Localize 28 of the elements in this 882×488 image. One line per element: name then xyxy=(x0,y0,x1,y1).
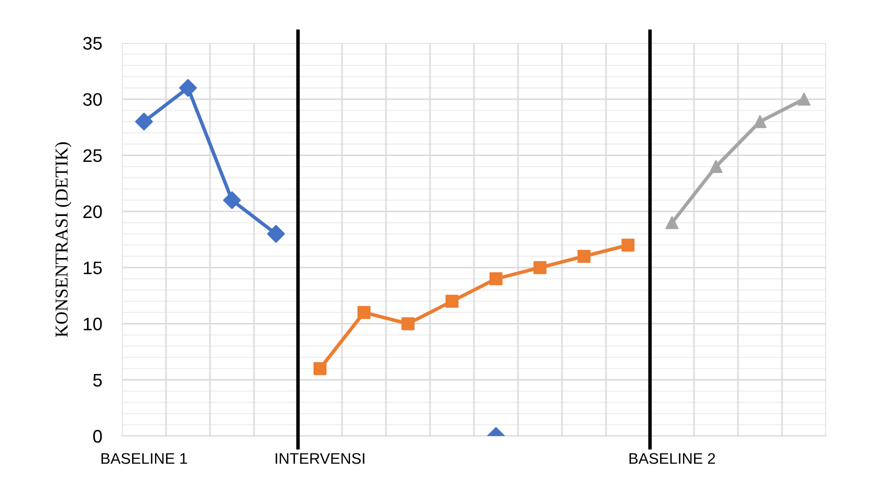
y-tick-label: 20 xyxy=(83,205,102,218)
point xyxy=(357,306,371,319)
point xyxy=(665,216,679,230)
point xyxy=(401,317,415,330)
y-tick-label: 5 xyxy=(93,374,102,387)
y-tick-label: 0 xyxy=(93,430,102,443)
point xyxy=(179,79,197,97)
point xyxy=(753,115,767,128)
point xyxy=(621,238,635,252)
x-tick-label: BASELINE 1 xyxy=(102,453,187,464)
point xyxy=(223,191,241,210)
point xyxy=(135,112,153,131)
y-tick-label: 30 xyxy=(83,93,102,106)
x-tick-label: BASELINE 2 xyxy=(630,453,715,464)
x-tick-label: INTERVENSI xyxy=(276,453,364,464)
point xyxy=(313,362,327,376)
point xyxy=(797,92,811,106)
point xyxy=(533,261,547,274)
y-tick-label: 10 xyxy=(84,318,102,330)
y-axis-title: KONSENTRASI (DETIK) xyxy=(54,142,72,338)
y-tick-label: 15 xyxy=(84,262,102,274)
y-tick-label: 25 xyxy=(83,149,102,162)
point xyxy=(577,250,591,263)
point xyxy=(445,294,459,308)
point xyxy=(489,272,503,286)
y-tick-label: 35 xyxy=(83,36,102,50)
point xyxy=(267,224,285,243)
point xyxy=(709,160,723,174)
